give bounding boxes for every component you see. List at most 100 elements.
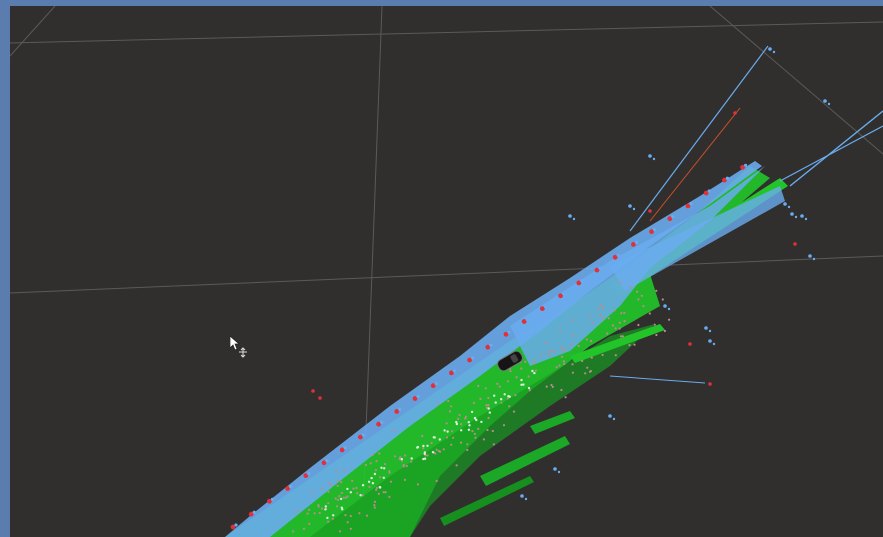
cloud-point [812,257,816,261]
cloud-point [388,470,391,473]
cloud-point [402,465,405,468]
cloud-point [507,380,510,383]
cloud-point [308,508,311,511]
cloud-point [540,306,545,311]
cloud-point [340,481,343,484]
cloud-point [634,240,639,244]
cloud-point [421,434,424,438]
cloud-point [432,436,435,439]
point-cloud-scene[interactable] [10,6,883,537]
cloud-point [296,510,299,513]
cloud-point [325,459,329,463]
cloud-point [590,339,593,343]
cloud-point [423,457,427,460]
cloud-point [430,383,436,389]
ground-ray [480,436,570,486]
cloud-point [377,492,380,495]
lidar-ray [779,125,883,182]
cloud-point [466,443,469,446]
cloud-point [458,413,461,417]
cloud-point [487,404,490,407]
cloud-point [378,452,381,455]
cloud-point [733,111,737,115]
vehicle-window [510,354,519,363]
cloud-point [689,202,693,206]
cloud-point [649,229,654,235]
cloud-point [367,480,371,483]
cloud-point [334,497,337,500]
cloud-point [558,329,562,333]
cloud-point [443,429,446,432]
cloud-point [339,497,343,501]
cloud-point [543,305,548,309]
cloud-point [373,506,376,509]
lidar-ray [629,45,769,232]
cloud-point [525,317,529,322]
cloud-point [703,190,709,196]
cloud-point [311,389,315,393]
cloud-point [581,359,584,363]
cloud-point [528,389,532,392]
cloud-point [438,438,441,441]
cloud-point [346,495,349,498]
cloud-point [628,344,631,347]
cloud-point [637,323,640,327]
cloud-point [451,430,454,433]
cloud-point [787,205,791,209]
cloud-point [435,448,438,451]
cloud-point [599,314,602,317]
cloud-point [361,494,364,497]
cloud-point [343,446,347,450]
cloud-point [485,344,491,350]
cloud-point [321,460,327,466]
cloud-point [558,364,561,367]
cloud-point [608,414,612,418]
cloud-point [623,320,626,323]
3d-viewport[interactable] [10,6,883,537]
cloud-point [328,481,331,484]
cloud-point [342,496,345,499]
cloud-point [410,457,413,460]
cloud-point [520,378,523,382]
cloud-point [559,346,562,349]
cloud-point [388,495,391,498]
cloud-point [618,327,621,330]
cloud-point [472,401,475,405]
grid-line [10,255,883,294]
cloud-point [455,464,458,467]
cloud-point [335,505,339,508]
cloud-point [423,451,427,454]
cloud-point [571,363,574,366]
cloud-point [586,366,589,369]
cloud-point [307,472,311,476]
cloud-point [403,478,407,481]
cloud-point [549,349,553,353]
cloud-point [571,334,575,337]
cloud-point [373,472,377,476]
cloud-point [248,511,254,517]
cloud-point [336,484,339,487]
cloud-point [321,507,324,510]
cloud-point [606,332,609,335]
cloud-point [588,370,592,373]
cloud-point [434,382,438,386]
cloud-point [338,530,342,533]
cloud-point [400,457,403,461]
cloud-point [332,514,335,517]
cloud-point [707,189,711,193]
cloud-point [562,360,566,363]
cloud-point [267,498,272,504]
cloud-point [373,500,376,503]
cloud-point [450,405,453,408]
cloud-point [636,290,639,293]
ground-ray [440,476,534,526]
cloud-point [663,304,667,308]
cloud-point [515,376,518,379]
cloud-point [336,480,340,483]
cloud-point [324,508,327,511]
cloud-point [416,483,419,486]
cloud-point [487,416,490,420]
cloud-point [230,524,236,530]
cloud-point [562,292,566,296]
cloud-point [356,492,359,495]
